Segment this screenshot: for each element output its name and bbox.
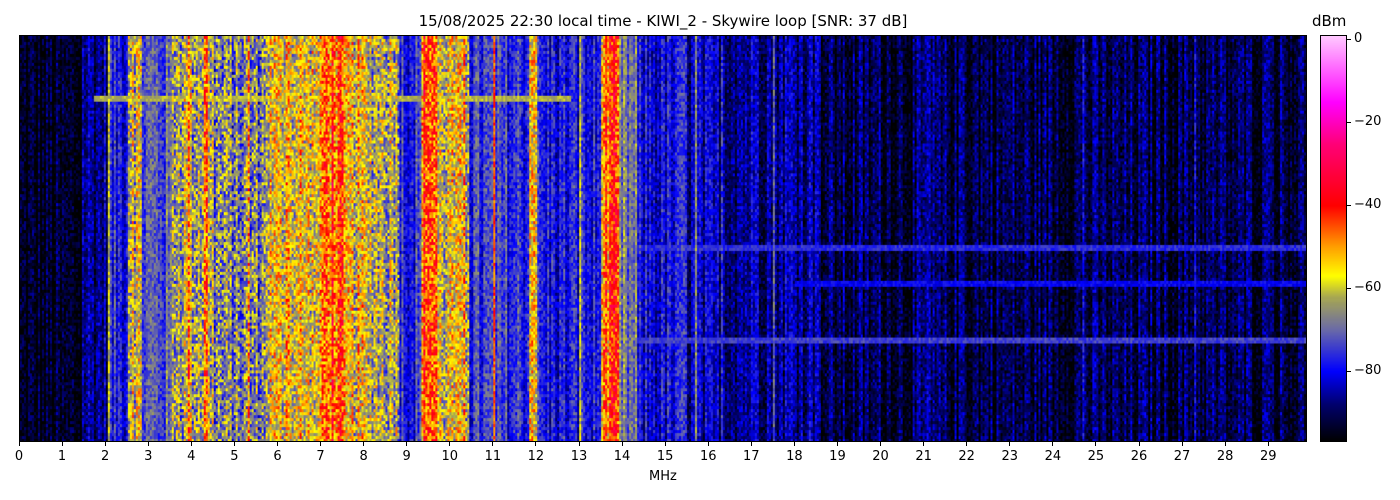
x-tick-mark bbox=[147, 442, 149, 446]
x-tick-mark bbox=[276, 442, 278, 446]
x-tick-mark bbox=[836, 442, 838, 446]
x-tick-label: 12 bbox=[527, 449, 545, 464]
x-tick-mark bbox=[1052, 442, 1054, 446]
x-tick-label: 7 bbox=[316, 449, 325, 464]
colorbar-tick-mark bbox=[1347, 287, 1351, 289]
colorbar-tick-mark bbox=[1347, 38, 1351, 40]
x-tick-mark bbox=[750, 442, 752, 446]
x-tick-mark bbox=[966, 442, 968, 446]
x-axis-label: MHz bbox=[649, 469, 677, 484]
x-tick-label: 27 bbox=[1173, 449, 1191, 464]
colorbar-tick-label: −80 bbox=[1354, 363, 1382, 379]
colorbar-tick-mark bbox=[1347, 121, 1351, 123]
colorbar-tick-label: 0 bbox=[1354, 31, 1363, 47]
chart-title: 15/08/2025 22:30 local time - KIWI_2 - S… bbox=[418, 12, 908, 30]
x-tick-label: 13 bbox=[570, 449, 588, 464]
x-tick-mark bbox=[1138, 442, 1140, 446]
x-tick-mark bbox=[104, 442, 106, 446]
x-tick-mark bbox=[449, 442, 451, 446]
colorbar-tick-label: −20 bbox=[1354, 114, 1382, 130]
x-tick-label: 9 bbox=[402, 449, 411, 464]
x-tick-label: 21 bbox=[915, 449, 932, 464]
x-tick-mark bbox=[406, 442, 408, 446]
x-tick-mark bbox=[492, 442, 494, 446]
x-tick-label: 25 bbox=[1087, 449, 1105, 464]
x-tick-mark bbox=[707, 442, 709, 446]
x-tick-mark bbox=[18, 442, 20, 446]
waterfall-heatmap bbox=[19, 35, 1307, 442]
x-tick-label: 3 bbox=[144, 449, 153, 464]
x-tick-label: 1 bbox=[57, 449, 67, 464]
x-tick-label: 11 bbox=[484, 449, 502, 464]
colorbar-tick-label: −40 bbox=[1354, 197, 1382, 213]
x-tick-mark bbox=[363, 442, 365, 446]
x-tick-mark bbox=[1095, 442, 1097, 446]
x-tick-label: 28 bbox=[1216, 449, 1234, 464]
colorbar bbox=[1320, 35, 1347, 442]
x-tick-label: 14 bbox=[613, 449, 631, 464]
colorbar-label: dBm bbox=[1312, 12, 1347, 30]
x-tick-mark bbox=[880, 442, 882, 446]
x-tick-mark bbox=[320, 442, 322, 446]
colorbar-tick-mark bbox=[1347, 370, 1351, 372]
x-tick-label: 6 bbox=[273, 449, 282, 464]
x-tick-mark bbox=[1267, 442, 1269, 446]
x-tick-label: 5 bbox=[230, 449, 239, 464]
x-tick-mark bbox=[793, 442, 795, 446]
x-tick-label: 0 bbox=[14, 449, 24, 464]
x-tick-label: 18 bbox=[786, 449, 803, 464]
x-tick-label: 8 bbox=[359, 449, 368, 464]
x-tick-mark bbox=[233, 442, 235, 446]
x-tick-label: 29 bbox=[1259, 449, 1277, 464]
x-tick-mark bbox=[1224, 442, 1226, 446]
x-tick-label: 15 bbox=[656, 449, 674, 464]
x-tick-mark bbox=[664, 442, 666, 446]
x-tick-mark bbox=[1009, 442, 1011, 446]
x-tick-label: 17 bbox=[743, 449, 760, 464]
x-tick-label: 16 bbox=[699, 449, 717, 464]
x-tick-mark bbox=[621, 442, 623, 446]
x-tick-label: 24 bbox=[1044, 449, 1062, 464]
x-tick-label: 2 bbox=[101, 449, 110, 464]
x-tick-mark bbox=[61, 442, 63, 446]
x-tick-mark bbox=[578, 442, 580, 446]
x-tick-mark bbox=[190, 442, 192, 446]
x-tick-label: 20 bbox=[872, 449, 889, 464]
x-tick-label: 26 bbox=[1130, 449, 1148, 464]
x-tick-label: 4 bbox=[187, 449, 196, 464]
x-tick-label: 23 bbox=[1001, 449, 1019, 464]
x-tick-mark bbox=[1181, 442, 1183, 446]
x-tick-mark bbox=[535, 442, 537, 446]
x-tick-label: 22 bbox=[958, 449, 975, 464]
x-tick-label: 19 bbox=[829, 449, 846, 464]
x-tick-label: 10 bbox=[441, 449, 459, 464]
x-tick-mark bbox=[923, 442, 925, 446]
colorbar-tick-mark bbox=[1347, 204, 1351, 206]
colorbar-tick-label: −60 bbox=[1354, 280, 1382, 296]
